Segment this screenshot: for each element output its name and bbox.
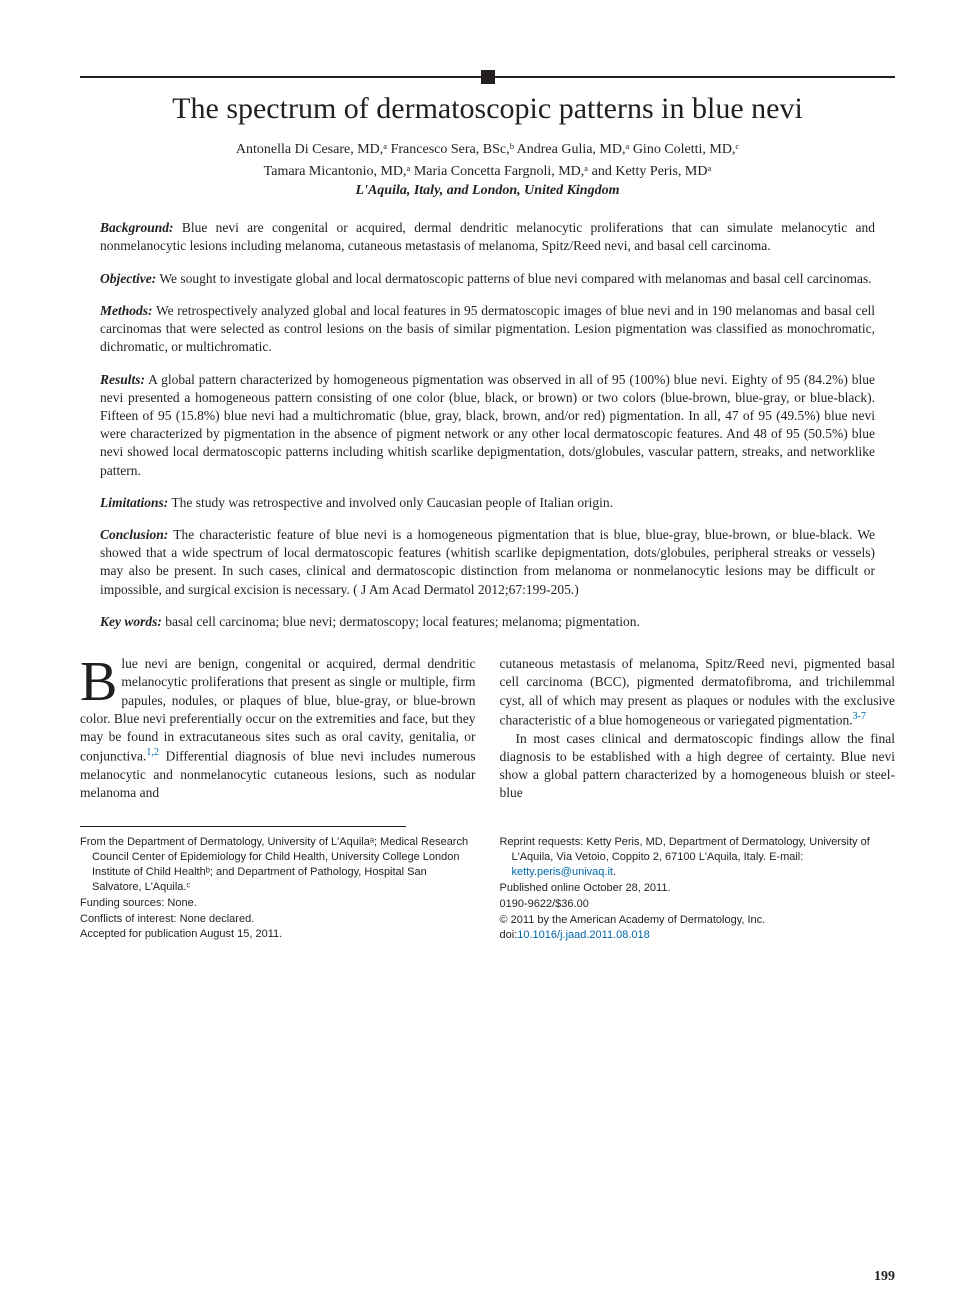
limitations-text: The study was retrospective and involved… (168, 495, 613, 510)
abstract-background: Background: Blue nevi are congenital or … (100, 219, 875, 255)
results-text: A global pattern characterized by homoge… (100, 372, 875, 478)
body-paragraph-3: In most cases clinical and dermatoscopic… (500, 730, 896, 803)
abstract-conclusion: Conclusion: The characteristic feature o… (100, 526, 875, 599)
objective-label: Objective: (100, 271, 156, 286)
article-title: The spectrum of dermatoscopic patterns i… (80, 92, 895, 126)
body-p1-text-a: lue nevi are benign, congenital or acqui… (80, 656, 476, 764)
background-text: Blue nevi are congenital or acquired, de… (100, 220, 875, 253)
methods-text: We retrospectively analyzed global and l… (100, 303, 875, 354)
contact-email-link[interactable]: ketty.peris@univaq.it (512, 866, 613, 878)
abstract-objective: Objective: We sought to investigate glob… (100, 270, 875, 288)
footer-divider (80, 826, 406, 827)
abstract-limitations: Limitations: The study was retrospective… (100, 494, 875, 512)
page-number: 199 (874, 1269, 895, 1285)
background-label: Background: (100, 220, 174, 235)
conclusion-text: The characteristic feature of blue nevi … (100, 527, 875, 597)
results-label: Results: (100, 372, 145, 387)
abstract-keywords: Key words: basal cell carcinoma; blue ne… (100, 613, 875, 631)
abstract-methods: Methods: We retrospectively analyzed glo… (100, 302, 875, 357)
author-locations: L'Aquila, Italy, and London, United King… (80, 183, 895, 199)
square-ornament-icon (481, 70, 495, 84)
accepted-date-text: Accepted for publication August 15, 2011… (80, 927, 476, 942)
footer-right-column: Reprint requests: Ketty Peris, MD, Depar… (500, 835, 896, 944)
body-paragraph-2: cutaneous metastasis of melanoma, Spitz/… (500, 655, 896, 729)
conclusion-label: Conclusion: (100, 527, 168, 542)
conflicts-text: Conflicts of interest: None declared. (80, 912, 476, 927)
body-column-left: Blue nevi are benign, congenital or acqu… (80, 655, 476, 802)
doi-link[interactable]: 10.1016/j.jaad.2011.08.018 (517, 929, 650, 941)
body-paragraph-1: Blue nevi are benign, congenital or acqu… (80, 655, 476, 802)
email-period: . (613, 866, 616, 878)
abstract-results: Results: A global pattern characterized … (100, 371, 875, 480)
methods-label: Methods: (100, 303, 153, 318)
footer-left-column: From the Department of Dermatology, Univ… (80, 835, 476, 944)
dropcap-letter: B (80, 655, 121, 707)
body-p2-text: cutaneous metastasis of melanoma, Spitz/… (500, 656, 896, 727)
citation-ref-1-2[interactable]: 1,2 (146, 747, 159, 758)
reprint-text: Reprint requests: Ketty Peris, MD, Depar… (500, 836, 870, 863)
limitations-label: Limitations: (100, 495, 168, 510)
authors-line-1: Antonella Di Cesare, MD,ᵃ Francesco Sera… (80, 140, 895, 160)
issn-price-text: 0190-9622/$36.00 (500, 897, 896, 912)
authors-line-2: Tamara Micantonio, MD,ᵃ Maria Concetta F… (80, 162, 895, 182)
funding-text: Funding sources: None. (80, 896, 476, 911)
keywords-label: Key words: (100, 614, 162, 629)
footer-columns: From the Department of Dermatology, Univ… (80, 835, 895, 944)
citation-ref-3-7[interactable]: 3-7 (853, 711, 866, 722)
objective-text: We sought to investigate global and loca… (156, 271, 871, 286)
doi-line: doi:10.1016/j.jaad.2011.08.018 (500, 928, 896, 943)
copyright-text: © 2011 by the American Academy of Dermat… (500, 913, 896, 928)
title-top-rule (80, 70, 895, 84)
reprint-requests: Reprint requests: Ketty Peris, MD, Depar… (500, 835, 896, 880)
doi-prefix: doi: (500, 929, 518, 941)
keywords-text: basal cell carcinoma; blue nevi; dermato… (162, 614, 640, 629)
body-column-right: cutaneous metastasis of melanoma, Spitz/… (500, 655, 896, 802)
affiliations-text: From the Department of Dermatology, Univ… (80, 835, 476, 894)
published-date-text: Published online October 28, 2011. (500, 881, 896, 896)
body-text-columns: Blue nevi are benign, congenital or acqu… (80, 655, 895, 802)
